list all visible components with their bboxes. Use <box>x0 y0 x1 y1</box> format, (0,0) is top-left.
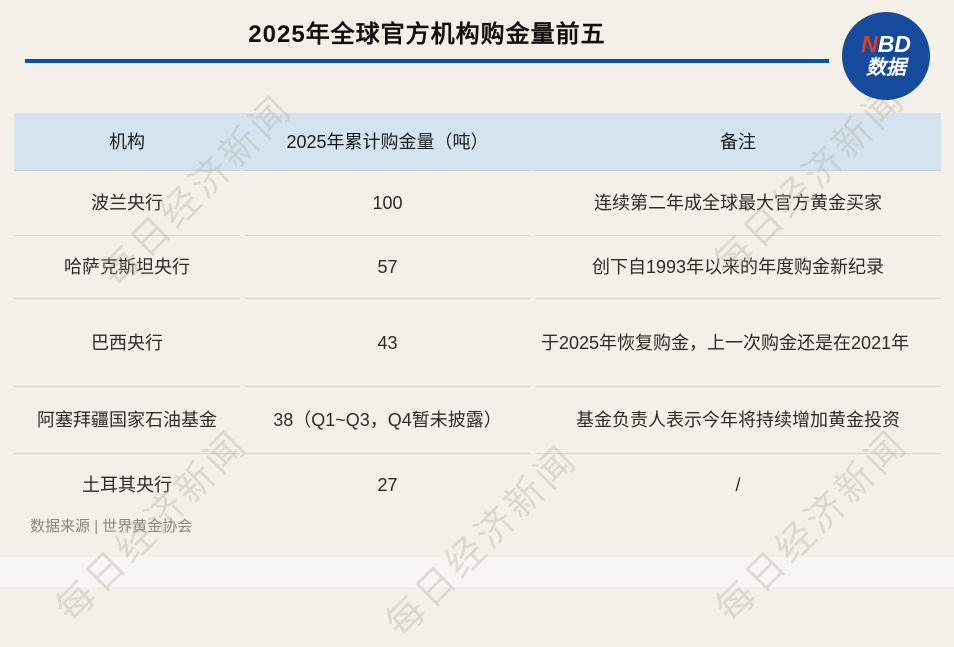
table-row: 哈萨克斯坦央行 57 创下自1993年以来的年度购金新纪录 <box>14 236 941 299</box>
table-header-row: 机构 2025年累计购金量（吨） 备注 <box>14 113 941 171</box>
cell-amount: 27 <box>377 475 398 495</box>
cell-amount: 57 <box>245 236 530 299</box>
cell-institution: 土耳其央行 <box>82 475 172 495</box>
cell-institution: 哈萨克斯坦央行 <box>14 236 240 299</box>
table-row: 阿塞拜疆国家石油基金 38（Q1~Q3，Q4暂未披露） 基金负责人表示今年将持续… <box>14 387 941 454</box>
cell-remark: 创下自1993年以来的年度购金新纪录 <box>535 236 941 299</box>
table-row: 土耳其央行 27 / <box>14 454 941 516</box>
col-header-remark: 备注 <box>535 113 941 171</box>
cell-institution: 波兰央行 <box>14 171 240 236</box>
logo-letter-n: N <box>861 31 878 57</box>
logo-letters-bd: BD <box>877 31 911 57</box>
gold-purchase-table: 机构 2025年累计购金量（吨） 备注 波兰央行 100 连续第二年成全球最大官… <box>14 113 941 516</box>
cell-remark: 连续第二年成全球最大官方黄金买家 <box>535 171 941 236</box>
table-row: 巴西央行 43 于2025年恢复购金，上一次购金还是在2021年 <box>14 299 941 387</box>
cell-remark: 于2025年恢复购金，上一次购金还是在2021年 <box>535 299 941 387</box>
cell-amount: 43 <box>245 299 530 387</box>
data-source: 数据来源 | 世界黄金协会 <box>30 515 192 536</box>
col-header-institution: 机构 <box>14 113 240 171</box>
cell-institution: 巴西央行 <box>14 299 240 387</box>
bottom-strip <box>0 557 954 587</box>
data-source-label: 数据来源 <box>30 518 91 535</box>
logo-text-shuju: 数据 <box>866 57 906 79</box>
col-header-amount: 2025年累计购金量（吨） <box>245 113 530 171</box>
cell-remark: 基金负责人表示今年将持续增加黄金投资 <box>535 387 941 454</box>
cell-institution: 阿塞拜疆国家石油基金 <box>14 387 240 454</box>
data-source-value: 世界黄金协会 <box>102 518 193 535</box>
logo-text-nbd: NBD <box>861 32 911 56</box>
page-header: 2025年全球官方机构购金量前五 <box>25 18 829 52</box>
table-row: 波兰央行 100 连续第二年成全球最大官方黄金买家 <box>14 171 941 236</box>
title-underline <box>25 59 829 63</box>
data-source-separator: | <box>94 518 99 535</box>
cell-amount: 100 <box>245 171 530 236</box>
nbd-logo: NBD 数据 <box>842 12 930 100</box>
cell-amount: 38（Q1~Q3，Q4暂未披露） <box>245 387 530 454</box>
page-title: 2025年全球官方机构购金量前五 <box>248 21 606 48</box>
cell-remark: / <box>735 475 741 495</box>
